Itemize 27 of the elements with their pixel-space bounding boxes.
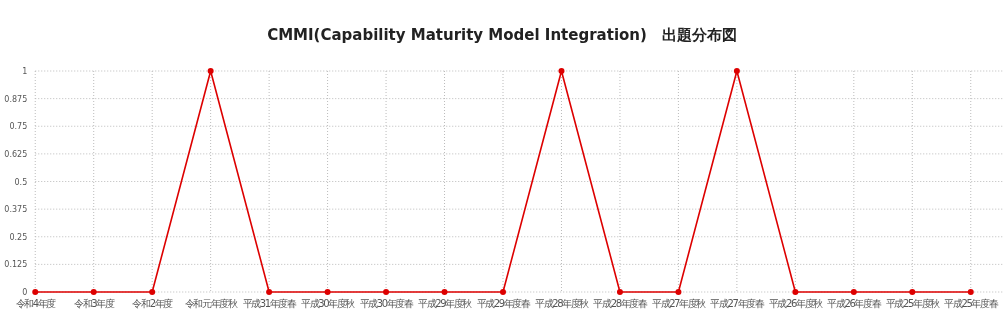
x-tick-label: 平成25年度秋 xyxy=(885,298,941,309)
x-tick-label: 平成29年度春 xyxy=(476,298,531,309)
y-tick-label: 0.875 xyxy=(4,94,28,104)
x-tick-label: 平成31年度春 xyxy=(242,298,297,309)
x-tick-label: 令和元年度秋 xyxy=(184,298,238,309)
chart-title: CMMI(Capability Maturity Model Integration) 出題分布図 xyxy=(267,26,737,44)
x-tick-label: 平成26年度秋 xyxy=(768,298,824,309)
y-tick-label: 0.375 xyxy=(4,205,28,215)
x-tick-label: 平成25年度春 xyxy=(944,298,999,309)
x-tick-label: 平成28年度春 xyxy=(593,298,648,309)
y-tick-label: 0.625 xyxy=(4,149,28,159)
y-tick-label: 1 xyxy=(22,67,28,76)
y-tick-label: 0.25 xyxy=(9,232,28,242)
x-tick-label: 平成30年度秋 xyxy=(301,298,356,309)
y-tick-label: 0 xyxy=(22,288,28,297)
x-tick-label: 平成28年度秋 xyxy=(535,298,590,309)
x-tick-label: 令和3年度 xyxy=(74,298,115,309)
y-tick-label: 0.75 xyxy=(9,122,28,132)
x-tick-label: 平成30年度春 xyxy=(359,298,414,309)
x-tick-label: 令和4年度 xyxy=(15,298,57,309)
x-tick-label: 平成27年度秋 xyxy=(651,298,707,309)
x-tick-label: 平成27年度春 xyxy=(710,298,765,309)
y-tick-label: 0.125 xyxy=(4,260,28,270)
x-tick-label: 平成29年度秋 xyxy=(418,298,473,309)
x-tick-label: 平成26年度春 xyxy=(827,298,882,309)
x-tick-label: 令和2年度 xyxy=(132,298,174,309)
y-tick-label: 0.5 xyxy=(14,177,28,187)
